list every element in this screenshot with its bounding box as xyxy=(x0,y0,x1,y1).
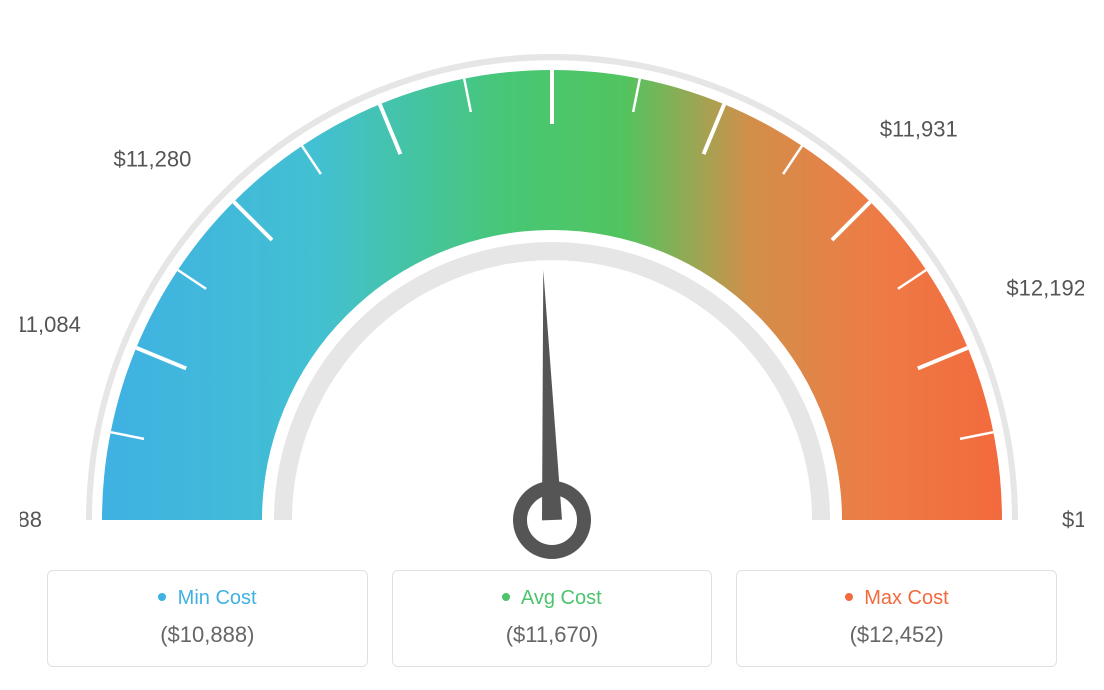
dot-icon xyxy=(158,593,166,601)
gauge-tick-label: $11,084 xyxy=(20,312,81,337)
cost-gauge-chart: $10,888 $11,084 $11,280 $11,670 $11,931 $12,1… xyxy=(20,20,1084,560)
gauge-tick-label: $11,931 xyxy=(880,116,958,141)
legend-card-max: Max Cost ($12,452) xyxy=(736,570,1057,667)
legend-value-min: ($10,888) xyxy=(56,622,359,648)
gauge-tick-label: $10,888 xyxy=(20,507,42,532)
legend-label: Max Cost xyxy=(864,587,948,609)
legend-value-avg: ($11,670) xyxy=(401,622,704,648)
legend-row: Min Cost ($10,888) Avg Cost ($11,670) Ma… xyxy=(47,570,1057,667)
dot-icon xyxy=(845,593,853,601)
legend-card-avg: Avg Cost ($11,670) xyxy=(392,570,713,667)
legend-label: Avg Cost xyxy=(521,587,602,609)
legend-title-max: Max Cost xyxy=(745,587,1048,610)
gauge-tick-label: $11,280 xyxy=(113,146,191,171)
legend-value-max: ($12,452) xyxy=(745,622,1048,648)
gauge-tick-label: $12,192 xyxy=(1006,275,1084,300)
legend-label: Min Cost xyxy=(178,587,257,609)
legend-title-avg: Avg Cost xyxy=(401,587,704,610)
gauge-svg: $10,888 $11,084 $11,280 $11,670 $11,931 $12,1… xyxy=(20,20,1084,560)
gauge-tick-label: $11,670 xyxy=(513,20,591,22)
legend-title-min: Min Cost xyxy=(56,587,359,610)
dot-icon xyxy=(502,593,510,601)
gauge-tick-label: $12,452 xyxy=(1062,507,1084,532)
legend-card-min: Min Cost ($10,888) xyxy=(47,570,368,667)
